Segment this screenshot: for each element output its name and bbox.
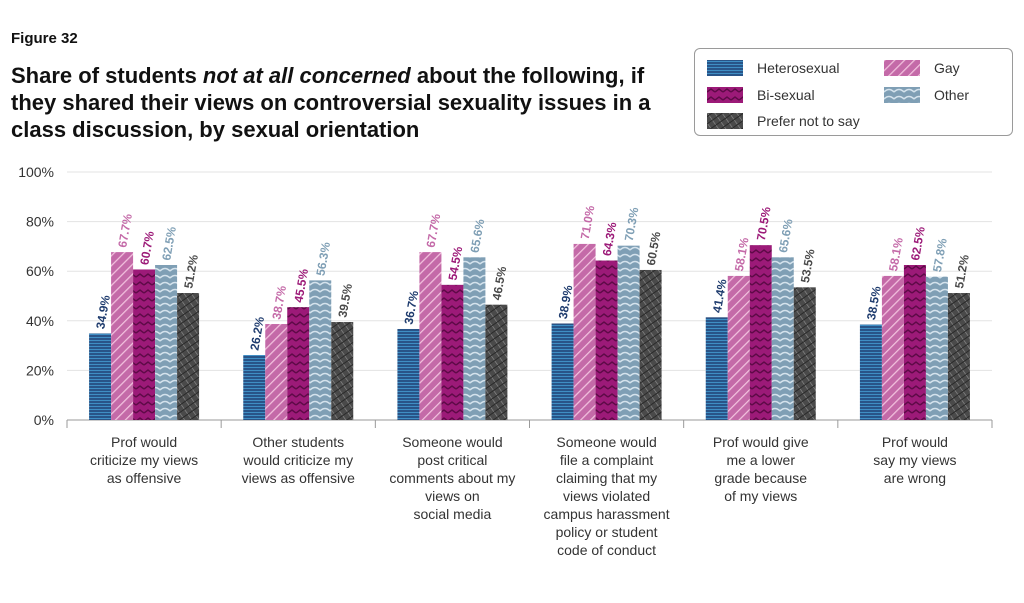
bar-gay — [111, 252, 134, 420]
legend-label: Prefer not to say — [757, 113, 860, 129]
bar-bi-sexual — [595, 260, 618, 420]
data-label: 46.5% — [490, 265, 510, 301]
figure-label: Figure 32 — [11, 30, 78, 47]
category-label: Someone would post critical comments about… — [389, 434, 515, 522]
chart-title: Share of students not at all concerned a… — [11, 62, 671, 143]
legend-item: Prefer not to say — [707, 113, 860, 129]
bar-prefer-not-to-say — [639, 269, 662, 420]
data-label: 62.5% — [159, 225, 179, 261]
legend-label: Bi-sexual — [757, 87, 815, 103]
data-label: 70.5% — [754, 205, 774, 241]
y-tick-label: 60% — [26, 263, 54, 279]
data-label: 38.9% — [556, 284, 576, 320]
legend-item: Bi-sexual — [707, 87, 815, 103]
y-tick-label: 40% — [26, 313, 54, 329]
bar-bi-sexual — [133, 269, 156, 420]
legend-swatch — [884, 60, 920, 76]
bar-other — [925, 276, 948, 420]
bar-other — [463, 257, 486, 420]
data-label: 57.8% — [930, 237, 950, 273]
bar-prefer-not-to-say — [947, 293, 970, 420]
data-label: 51.2% — [952, 253, 972, 289]
bar-gay — [727, 275, 750, 420]
data-label: 56.3% — [313, 241, 333, 277]
data-label: 38.7% — [269, 284, 289, 320]
bar-heterosexual — [551, 323, 574, 420]
bar-bi-sexual — [441, 284, 464, 420]
bar-other — [309, 280, 332, 420]
bar-other — [771, 257, 794, 420]
bar-prefer-not-to-say — [331, 322, 354, 420]
data-label: 62.5% — [908, 225, 928, 261]
data-label: 64.3% — [600, 221, 620, 257]
y-tick-label: 80% — [26, 214, 54, 230]
legend-swatch — [707, 113, 743, 129]
data-label: 34.9% — [93, 294, 113, 330]
legend-swatch — [707, 87, 743, 103]
bar-gay — [573, 243, 596, 420]
bar-bi-sexual — [749, 245, 772, 420]
y-tick-label: 20% — [26, 362, 54, 378]
data-label: 67.7% — [115, 212, 135, 248]
bar-heterosexual — [397, 328, 420, 420]
category-label: Someone would file a complaint claiming th… — [544, 434, 670, 558]
legend-swatch — [884, 87, 920, 103]
data-label: 51.2% — [181, 253, 201, 289]
legend-item: Heterosexual — [707, 60, 840, 76]
y-tick-label: 100% — [18, 164, 54, 180]
category-label: Prof would say my views are wrong — [873, 434, 956, 486]
title-part-2: about the following, if they shared thei… — [11, 63, 651, 142]
data-label: 45.5% — [291, 267, 311, 303]
bar-bi-sexual — [287, 307, 310, 420]
data-label: 60.7% — [137, 230, 157, 266]
data-label: 67.7% — [424, 212, 444, 248]
data-label: 71.0% — [578, 204, 598, 240]
legend-item: Gay — [884, 60, 960, 76]
bar-prefer-not-to-say — [177, 293, 200, 420]
bar-gay — [419, 252, 442, 420]
title-part-1: Share of students — [11, 63, 203, 88]
bar-heterosexual — [705, 317, 728, 420]
category-label: Other students would criticize my views as… — [242, 434, 356, 486]
bar-prefer-not-to-say — [485, 304, 508, 420]
data-label: 38.5% — [864, 285, 884, 321]
data-label: 54.5% — [446, 245, 466, 281]
bar-heterosexual — [243, 355, 266, 420]
data-label: 58.1% — [886, 236, 906, 272]
chart-legend: Heterosexual Gay Bi-sexual Other Prefer not … — [694, 48, 1013, 136]
bar-other — [155, 265, 178, 420]
data-label: 58.1% — [732, 236, 752, 272]
data-label: 65.6% — [468, 218, 488, 254]
data-label: 60.5% — [644, 230, 664, 266]
bar-heterosexual — [89, 333, 112, 420]
bar-gay — [265, 324, 288, 420]
legend-label: Other — [934, 87, 970, 103]
bar-other — [617, 245, 640, 420]
bar-bi-sexual — [903, 265, 926, 420]
legend-item: Other — [884, 87, 969, 103]
category-label: Prof would give me a lower grade because of… — [713, 434, 809, 504]
data-label: 65.6% — [776, 218, 796, 254]
legend-swatch — [707, 60, 743, 76]
data-label: 26.2% — [247, 315, 267, 351]
bar-gay — [881, 275, 904, 420]
data-label: 53.5% — [798, 248, 818, 284]
legend-label: Heterosexual — [757, 60, 840, 76]
category-label: Prof would criticize my views as offensive — [90, 434, 198, 486]
data-label: 41.4% — [710, 278, 730, 314]
data-label: 36.7% — [402, 289, 422, 325]
title-part-emphasis: not at all concerned — [202, 63, 411, 88]
y-tick-label: 0% — [34, 412, 54, 428]
bar-heterosexual — [859, 324, 882, 420]
bar-prefer-not-to-say — [793, 287, 816, 420]
data-label: 39.5% — [335, 282, 355, 318]
legend-label: Gay — [934, 60, 960, 76]
data-label: 70.3% — [622, 206, 642, 242]
